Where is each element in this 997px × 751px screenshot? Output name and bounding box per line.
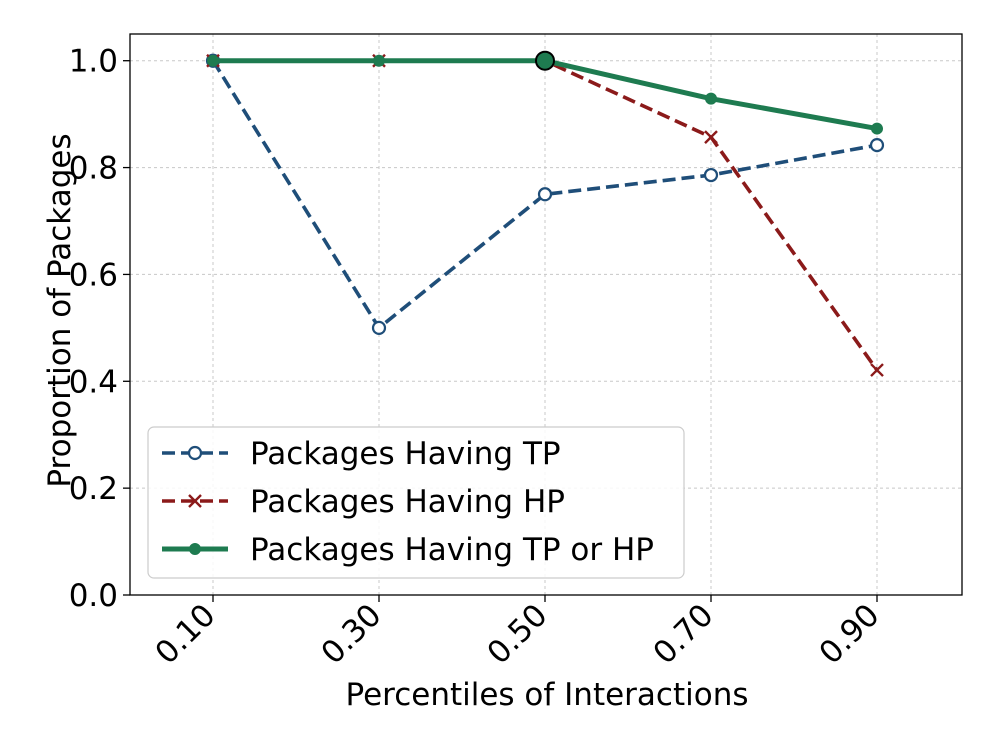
data-point-packages-having-tp (537, 187, 553, 202)
y-tick-label: 1.0 (69, 44, 118, 80)
legend-label: Packages Having TP or HP (250, 532, 654, 568)
legend-label: Packages Having HP (250, 484, 565, 520)
y-tick-label: 0.2 (69, 471, 118, 507)
y-tick-label: 0.8 (69, 151, 118, 187)
legend-marker (188, 494, 202, 508)
legend-marker (189, 543, 201, 555)
y-axis-label: Proportion of Packages (42, 133, 78, 487)
data-point-packages-having-tp (371, 320, 387, 335)
data-point-packages-having-tp (869, 138, 885, 153)
data-point-packages-having-tp-or-hp (373, 54, 385, 67)
highlight-layer (535, 50, 555, 71)
legend-item-packages-having-tp: Packages Having TP (162, 436, 561, 472)
legend-item-packages-having-hp: Packages Having HP (162, 484, 565, 520)
data-point-packages-having-tp-or-hp (705, 92, 717, 105)
series-line-packages-having-tp (211, 59, 878, 330)
data-point-packages-having-hp-stroke (870, 363, 884, 377)
data-point-packages-having-tp-or-hp (207, 54, 219, 67)
data-point-packages-having-tp-or-hp (871, 122, 883, 135)
data-point-packages-having-tp (703, 167, 719, 183)
highlight-point (535, 50, 555, 71)
data-point-packages-having-hp-stroke (704, 130, 718, 144)
y-tick-label: 0.0 (69, 578, 118, 614)
data-point-packages-having-hp (870, 363, 884, 377)
legend-box (147, 426, 685, 579)
legend-marker-stroke (188, 494, 202, 508)
plot-frame (129, 33, 963, 596)
y-tick-label: 0.6 (69, 257, 118, 293)
y-tick-label: 0.4 (69, 364, 118, 400)
x-axis-label: Percentiles of Interactions (345, 677, 748, 713)
data-point-packages-having-hp (704, 130, 718, 144)
legend: Packages Having TP Packages Having HP Pack… (147, 426, 685, 579)
legend-marker (187, 445, 203, 461)
legend-label: Packages Having TP (250, 436, 561, 472)
legend-item-packages-having-tp-or-hp: Packages Having TP or HP (162, 532, 654, 568)
